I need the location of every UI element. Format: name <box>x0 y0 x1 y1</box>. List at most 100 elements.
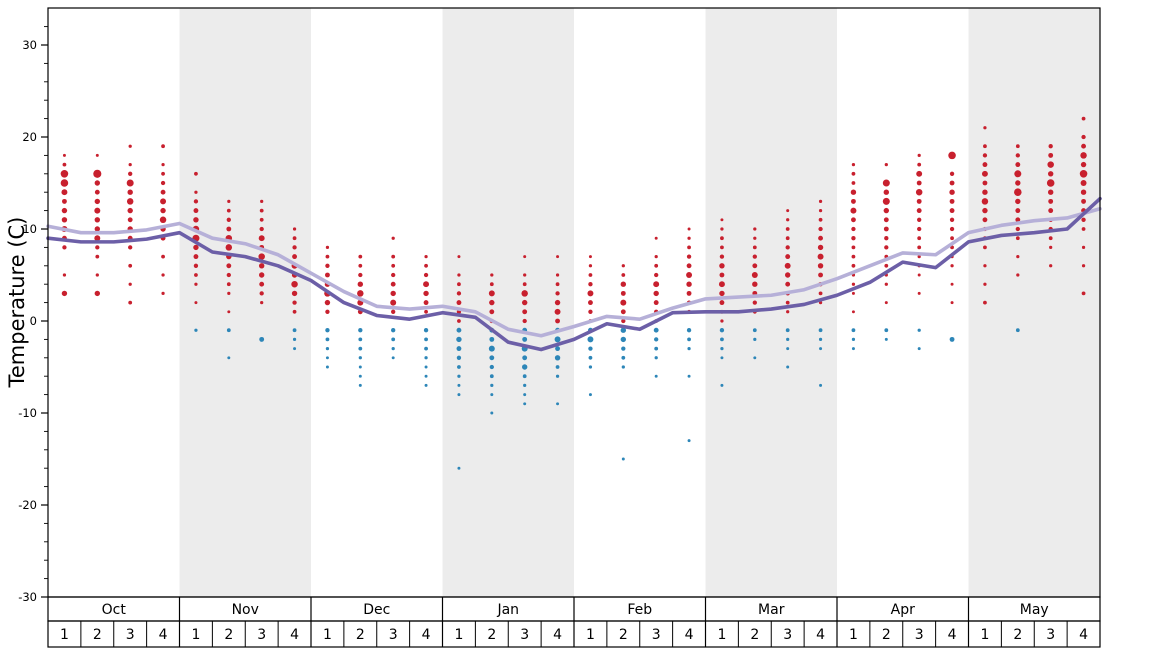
cold-temp-dot <box>687 346 691 351</box>
warm-temp-dot <box>127 189 133 195</box>
warm-temp-dot <box>1015 226 1020 232</box>
warm-temp-dot <box>126 198 134 205</box>
warm-temp-dot <box>817 253 824 260</box>
warm-temp-dot <box>227 310 231 314</box>
warm-temp-dot <box>358 254 363 259</box>
warm-temp-dot <box>784 272 791 278</box>
warm-temp-dot <box>1080 161 1087 168</box>
warm-temp-dot <box>161 162 165 167</box>
warm-temp-dot <box>851 226 856 232</box>
warm-temp-dot <box>950 264 954 268</box>
warm-temp-dot <box>851 263 856 268</box>
cold-temp-dot <box>654 346 659 351</box>
cold-temp-dot <box>522 336 528 342</box>
cold-temp-dot <box>490 393 494 397</box>
warm-temp-dot <box>751 272 758 278</box>
week-label: 4 <box>553 627 562 643</box>
warm-temp-dot <box>95 254 100 259</box>
warm-temp-dot <box>193 254 199 260</box>
warm-temp-dot <box>1048 152 1054 158</box>
warm-temp-dot <box>983 245 987 250</box>
warm-temp-dot <box>127 207 133 214</box>
warm-temp-dot <box>588 255 592 259</box>
warm-temp-dot <box>982 217 988 223</box>
cold-temp-dot <box>621 365 625 369</box>
y-tick-label: -10 <box>18 406 37 420</box>
week-label: 4 <box>290 627 299 643</box>
warm-temp-dot <box>258 263 265 269</box>
warm-temp-dot <box>61 217 68 223</box>
warm-temp-dot <box>62 153 66 157</box>
warm-temp-dot <box>818 235 823 241</box>
warm-temp-dot <box>391 236 395 240</box>
warm-temp-dot <box>292 309 297 314</box>
warm-temp-dot <box>358 272 363 278</box>
warm-temp-dot <box>786 209 790 213</box>
warm-temp-dot <box>851 282 856 286</box>
cold-temp-dot <box>522 374 527 379</box>
month-band-nov <box>179 8 311 597</box>
warm-temp-dot <box>917 217 922 222</box>
cold-temp-dot <box>555 346 560 352</box>
warm-temp-dot <box>948 151 956 160</box>
cold-temp-dot <box>259 336 265 342</box>
week-label: 2 <box>93 627 102 643</box>
warm-temp-dot <box>653 281 660 288</box>
warm-temp-dot <box>61 290 68 297</box>
cold-temp-dot <box>720 356 724 360</box>
warm-temp-dot <box>259 291 264 296</box>
warm-temp-dot <box>1015 198 1021 205</box>
warm-temp-dot <box>687 227 691 231</box>
cold-temp-dot <box>818 328 823 333</box>
warm-temp-dot <box>950 301 954 305</box>
warm-temp-dot <box>851 171 856 176</box>
warm-temp-dot <box>588 309 593 314</box>
cold-temp-dot <box>292 337 297 342</box>
warm-temp-dot <box>653 300 659 306</box>
warm-temp-dot <box>752 245 757 250</box>
warm-temp-dot <box>423 290 429 297</box>
warm-temp-dot <box>718 281 725 288</box>
warm-temp-dot <box>719 290 725 297</box>
warm-temp-dot <box>786 218 790 222</box>
warm-temp-dot <box>588 300 593 306</box>
warm-temp-dot <box>358 263 363 268</box>
warm-temp-dot <box>94 226 101 232</box>
week-label: 4 <box>816 627 825 643</box>
warm-temp-dot <box>720 236 724 241</box>
warm-temp-dot <box>160 198 167 205</box>
cold-temp-dot <box>786 347 790 351</box>
cold-temp-dot <box>1015 328 1020 333</box>
week-label: 1 <box>191 627 200 643</box>
cold-temp-dot <box>720 346 724 351</box>
warm-temp-dot <box>521 299 528 306</box>
warm-temp-dot <box>884 236 889 241</box>
warm-temp-dot <box>883 217 889 223</box>
warm-temp-dot <box>982 207 988 214</box>
warm-temp-dot <box>982 162 988 168</box>
cold-temp-dot <box>358 346 363 351</box>
warm-temp-dot <box>982 189 988 195</box>
warm-temp-dot <box>720 245 724 250</box>
warm-temp-dot <box>949 198 955 204</box>
warm-temp-dot <box>752 263 758 269</box>
cold-temp-dot <box>457 365 461 369</box>
warm-temp-dot <box>62 273 67 277</box>
warm-temp-dot <box>917 162 922 167</box>
warm-temp-dot <box>654 236 658 240</box>
warm-temp-dot <box>161 273 165 277</box>
warm-temp-dot <box>1079 170 1088 178</box>
warm-temp-dot <box>1014 188 1022 196</box>
cold-temp-dot <box>720 383 724 387</box>
week-label: 3 <box>257 627 266 643</box>
warm-temp-dot <box>194 301 198 305</box>
cold-temp-dot <box>488 345 495 352</box>
warm-temp-dot <box>227 291 231 296</box>
warm-temp-dot <box>620 290 626 296</box>
warm-temp-dot <box>818 199 823 204</box>
warm-temp-dot <box>357 290 364 297</box>
warm-temp-dot <box>917 291 921 295</box>
warm-temp-dot <box>950 282 954 286</box>
warm-temp-dot <box>917 254 921 259</box>
warm-temp-dot <box>258 253 265 260</box>
